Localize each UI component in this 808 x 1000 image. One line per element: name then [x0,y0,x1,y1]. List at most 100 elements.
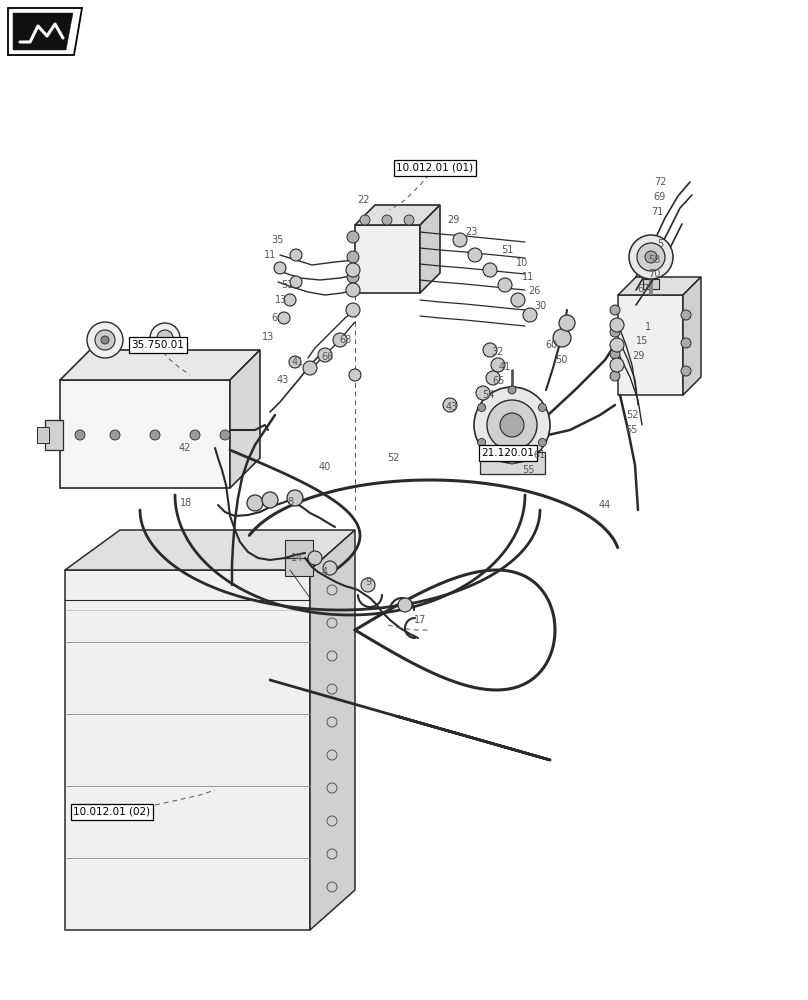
Circle shape [323,561,337,575]
Text: 1: 1 [645,322,651,332]
Polygon shape [618,295,683,395]
Text: 65: 65 [493,376,505,386]
Text: 10.012.01 (01): 10.012.01 (01) [397,163,473,173]
Circle shape [538,403,546,412]
Text: 69: 69 [654,192,666,202]
Text: 10: 10 [516,258,528,268]
Circle shape [150,430,160,440]
Text: 65: 65 [626,425,638,435]
Text: 10.012.01 (02): 10.012.01 (02) [74,807,150,817]
Text: 29: 29 [447,215,459,225]
Text: 40: 40 [319,462,331,472]
Circle shape [483,343,497,357]
Circle shape [274,262,286,274]
Text: 42: 42 [179,443,191,453]
Circle shape [404,215,414,225]
Circle shape [333,333,347,347]
Text: 30: 30 [534,301,546,311]
Text: 68: 68 [340,335,352,345]
Circle shape [637,243,665,271]
Text: 51: 51 [281,280,293,290]
Circle shape [453,233,467,247]
Circle shape [498,278,512,292]
Circle shape [681,338,691,348]
Circle shape [523,308,537,322]
Text: 22: 22 [357,195,369,205]
Text: 15: 15 [636,336,648,346]
Text: 4: 4 [322,567,328,577]
Circle shape [610,349,620,359]
Circle shape [476,386,490,400]
Polygon shape [65,570,310,930]
Bar [37,427,49,443]
Text: 66: 66 [322,352,335,362]
Polygon shape [310,530,355,930]
Circle shape [491,358,505,372]
Text: 11: 11 [522,272,534,282]
Text: 61: 61 [534,450,546,460]
Circle shape [629,235,673,279]
Polygon shape [683,277,701,395]
Polygon shape [65,530,355,570]
Text: 8: 8 [287,497,293,507]
Bar [45,420,63,450]
Text: 9: 9 [365,577,371,587]
Text: 71: 71 [650,207,663,217]
Circle shape [500,413,524,437]
Circle shape [101,336,109,344]
Circle shape [681,366,691,376]
Polygon shape [420,205,440,293]
Circle shape [308,551,322,565]
Text: 6: 6 [271,313,277,323]
Polygon shape [230,350,260,488]
Text: 60: 60 [546,340,558,350]
Polygon shape [355,225,420,293]
Polygon shape [60,380,230,488]
Text: 67: 67 [638,284,650,294]
Text: 21.120.01: 21.120.01 [482,448,534,458]
Circle shape [508,386,516,394]
Circle shape [318,348,332,362]
Text: 43: 43 [446,402,458,412]
Circle shape [347,231,359,243]
Text: 35: 35 [271,235,284,245]
Circle shape [303,361,317,375]
Text: 54: 54 [482,390,494,400]
Text: 41: 41 [292,357,304,367]
Circle shape [87,322,123,358]
Circle shape [610,327,620,337]
Circle shape [247,495,263,511]
Text: 55: 55 [522,465,534,475]
Text: 26: 26 [528,286,541,296]
Circle shape [284,294,296,306]
Circle shape [645,251,657,263]
Circle shape [190,430,200,440]
Circle shape [610,305,620,315]
Circle shape [110,430,120,440]
Text: 52: 52 [387,453,399,463]
Circle shape [150,323,180,353]
Circle shape [538,438,546,446]
Circle shape [347,251,359,263]
Circle shape [508,456,516,464]
Polygon shape [13,13,73,50]
Text: 11: 11 [264,250,276,260]
Polygon shape [60,350,260,380]
Text: 72: 72 [654,177,667,187]
Circle shape [220,430,230,440]
Circle shape [486,371,500,385]
Text: 14: 14 [291,553,303,563]
Text: 43: 43 [277,375,289,385]
Circle shape [681,310,691,320]
Circle shape [346,303,360,317]
Circle shape [610,358,624,372]
Polygon shape [618,277,701,295]
Circle shape [398,598,412,612]
Circle shape [347,271,359,283]
Circle shape [75,430,85,440]
Circle shape [290,249,302,261]
Circle shape [361,578,375,592]
Circle shape [474,387,550,463]
Text: 35.750.01: 35.750.01 [132,340,184,350]
Bar [285,558,313,576]
